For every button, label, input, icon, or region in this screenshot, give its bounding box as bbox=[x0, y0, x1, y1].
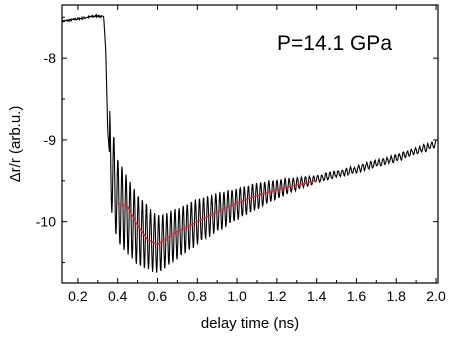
y-tick-label: -10 bbox=[36, 214, 56, 230]
x-tick-label: 0.4 bbox=[108, 288, 128, 304]
x-tick-label: 1.4 bbox=[307, 288, 327, 304]
y-axis-ticks: -8 -9 -10 bbox=[36, 16, 438, 264]
x-tick-label: 2.0 bbox=[426, 288, 446, 304]
y-tick-label: -8 bbox=[44, 50, 57, 66]
series-layer bbox=[61, 13, 437, 273]
x-tick-label: 1.8 bbox=[386, 288, 406, 304]
y-axis-label: Δr/r (arb.u.) bbox=[7, 106, 24, 183]
x-tick-label: 0.2 bbox=[68, 288, 88, 304]
y-tick-label: -9 bbox=[44, 132, 57, 148]
x-tick-label: 1.2 bbox=[267, 288, 287, 304]
series-fit-line bbox=[117, 180, 317, 246]
x-tick-label: 0.6 bbox=[148, 288, 168, 304]
x-tick-label: 1.6 bbox=[347, 288, 367, 304]
x-tick-label: 1.0 bbox=[227, 288, 247, 304]
annotation-pressure: P=14.1 GPa bbox=[277, 32, 392, 55]
series-measured-line bbox=[61, 13, 437, 273]
x-tick-label: 0.8 bbox=[188, 288, 208, 304]
x-axis-label: delay time (ns) bbox=[201, 315, 299, 332]
x-axis-ticks: 0.2 0.4 0.6 0.8 1.0 1.2 1.4 1.6 1.8 2.0 bbox=[68, 5, 446, 304]
plot-frame bbox=[61, 4, 439, 284]
